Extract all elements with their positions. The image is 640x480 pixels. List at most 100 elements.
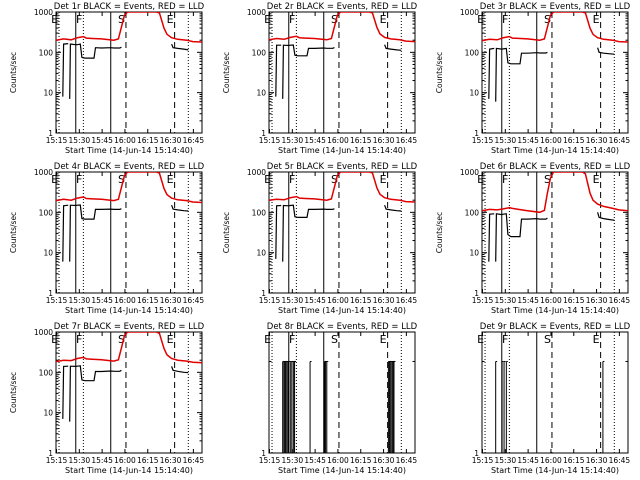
x-tick-label: 15:15	[472, 456, 494, 465]
x-tick-label: 15:30	[495, 456, 517, 465]
y-tick-label: 10	[43, 409, 53, 418]
event-marker-label: F	[76, 173, 82, 186]
y-tick-label: 10	[469, 89, 479, 98]
y-tick-label: 100	[465, 208, 480, 217]
events-series-line	[384, 44, 402, 51]
event-marker-label: S	[118, 173, 125, 186]
plot-title: Det 9r BLACK = Events, RED = LLD	[480, 322, 631, 332]
x-tick-label: 16:30	[373, 456, 395, 465]
x-tick-label: 15:45	[517, 456, 539, 465]
plot-title: Det 6r BLACK = Events, RED = LLD	[480, 162, 631, 172]
event-marker-label: E	[477, 13, 484, 26]
events-series-line	[62, 365, 69, 419]
x-tick-label: 16:15	[137, 456, 159, 465]
y-tick-label: 1000	[247, 168, 266, 177]
event-marker-label: S	[544, 13, 551, 26]
plot-frame	[55, 171, 203, 294]
x-tick-label: 16:00	[327, 456, 349, 465]
y-tick-label: 1	[48, 289, 53, 298]
y-axis-label: Counts/sec	[222, 212, 231, 253]
x-tick-label: 15:30	[495, 136, 517, 145]
y-tick-label: 100	[252, 208, 267, 217]
events-series-line	[597, 47, 615, 55]
x-tick-label: 16:45	[609, 456, 631, 465]
x-tick-label: 15:45	[304, 456, 326, 465]
plot-frame	[55, 11, 203, 134]
y-tick-label: 10	[43, 89, 53, 98]
x-axis-label: Start Time (14-Jun-14 15:14:40)	[278, 466, 406, 475]
y-tick-label: 100	[465, 48, 480, 57]
plot-title: Det 4r BLACK = Events, RED = LLD	[54, 162, 205, 172]
event-marker-label: E	[593, 333, 600, 346]
x-tick-label: 15:15	[46, 456, 68, 465]
x-tick-label: 16:15	[563, 136, 585, 145]
x-tick-label: 16:15	[350, 136, 372, 145]
y-tick-label: 1	[261, 129, 266, 138]
series-group	[56, 332, 202, 422]
event-marker-label: E	[167, 333, 174, 346]
series-group	[56, 12, 202, 99]
event-marker-label: E	[51, 13, 58, 26]
x-tick-label: 15:45	[517, 136, 539, 145]
x-tick-label: 16:00	[327, 136, 349, 145]
event-marker-label: E	[477, 173, 484, 186]
x-tick-label: 16:30	[586, 456, 608, 465]
plot-frame	[55, 331, 203, 454]
y-tick-label: 1000	[34, 168, 53, 177]
x-tick-label: 16:45	[183, 456, 205, 465]
x-tick-label: 16:30	[586, 136, 608, 145]
x-tick-label: 16:00	[327, 296, 349, 305]
event-marker-label: F	[289, 333, 295, 346]
event-marker-label: E	[167, 13, 174, 26]
x-tick-label: 16:30	[160, 456, 182, 465]
x-axis-label: Start Time (14-Jun-14 15:14:40)	[491, 466, 619, 475]
plot-frame	[268, 11, 416, 134]
lld-series-line	[56, 12, 202, 43]
event-marker-label: E	[593, 13, 600, 26]
event-marker-label: E	[51, 333, 58, 346]
x-tick-label: 15:15	[472, 296, 494, 305]
y-tick-label: 1	[48, 449, 53, 458]
event-marker-label: S	[118, 13, 125, 26]
events-series-line	[275, 204, 282, 259]
event-marker-label: E	[264, 13, 271, 26]
x-tick-label: 16:00	[540, 136, 562, 145]
plot-title: Det 2r BLACK = Events, RED = LLD	[267, 2, 418, 12]
x-tick-label: 15:15	[259, 296, 281, 305]
event-marker-label: E	[593, 173, 600, 186]
x-tick-label: 16:15	[563, 296, 585, 305]
event-marker-label: F	[76, 333, 82, 346]
events-series-line	[171, 204, 189, 212]
x-tick-label: 16:45	[396, 296, 418, 305]
series-group	[56, 172, 202, 262]
y-axis-label: Counts/sec	[435, 52, 444, 93]
x-tick-label: 15:30	[69, 296, 91, 305]
event-marker-label: E	[51, 173, 58, 186]
x-tick-label: 16:30	[373, 136, 395, 145]
events-series-line	[597, 212, 615, 221]
series-group	[482, 12, 628, 102]
x-tick-label: 16:30	[160, 296, 182, 305]
events-series-line	[275, 44, 282, 97]
x-tick-label: 16:00	[114, 296, 136, 305]
plot-title: Det 1r BLACK = Events, RED = LLD	[54, 2, 205, 12]
event-marker-label: E	[380, 173, 387, 186]
event-marker-label: S	[118, 333, 125, 346]
x-tick-label: 16:45	[183, 296, 205, 305]
y-tick-label: 100	[39, 208, 54, 217]
series-group	[282, 360, 396, 453]
series-group	[269, 12, 415, 99]
x-axis-label: Start Time (14-Jun-14 15:14:40)	[65, 146, 193, 155]
x-tick-label: 15:15	[472, 136, 494, 145]
event-marker-label: E	[380, 13, 387, 26]
events-series-line	[282, 204, 335, 262]
events-series-line	[62, 204, 69, 262]
x-tick-label: 15:45	[91, 136, 113, 145]
y-tick-label: 100	[39, 368, 54, 377]
x-tick-label: 16:30	[586, 296, 608, 305]
